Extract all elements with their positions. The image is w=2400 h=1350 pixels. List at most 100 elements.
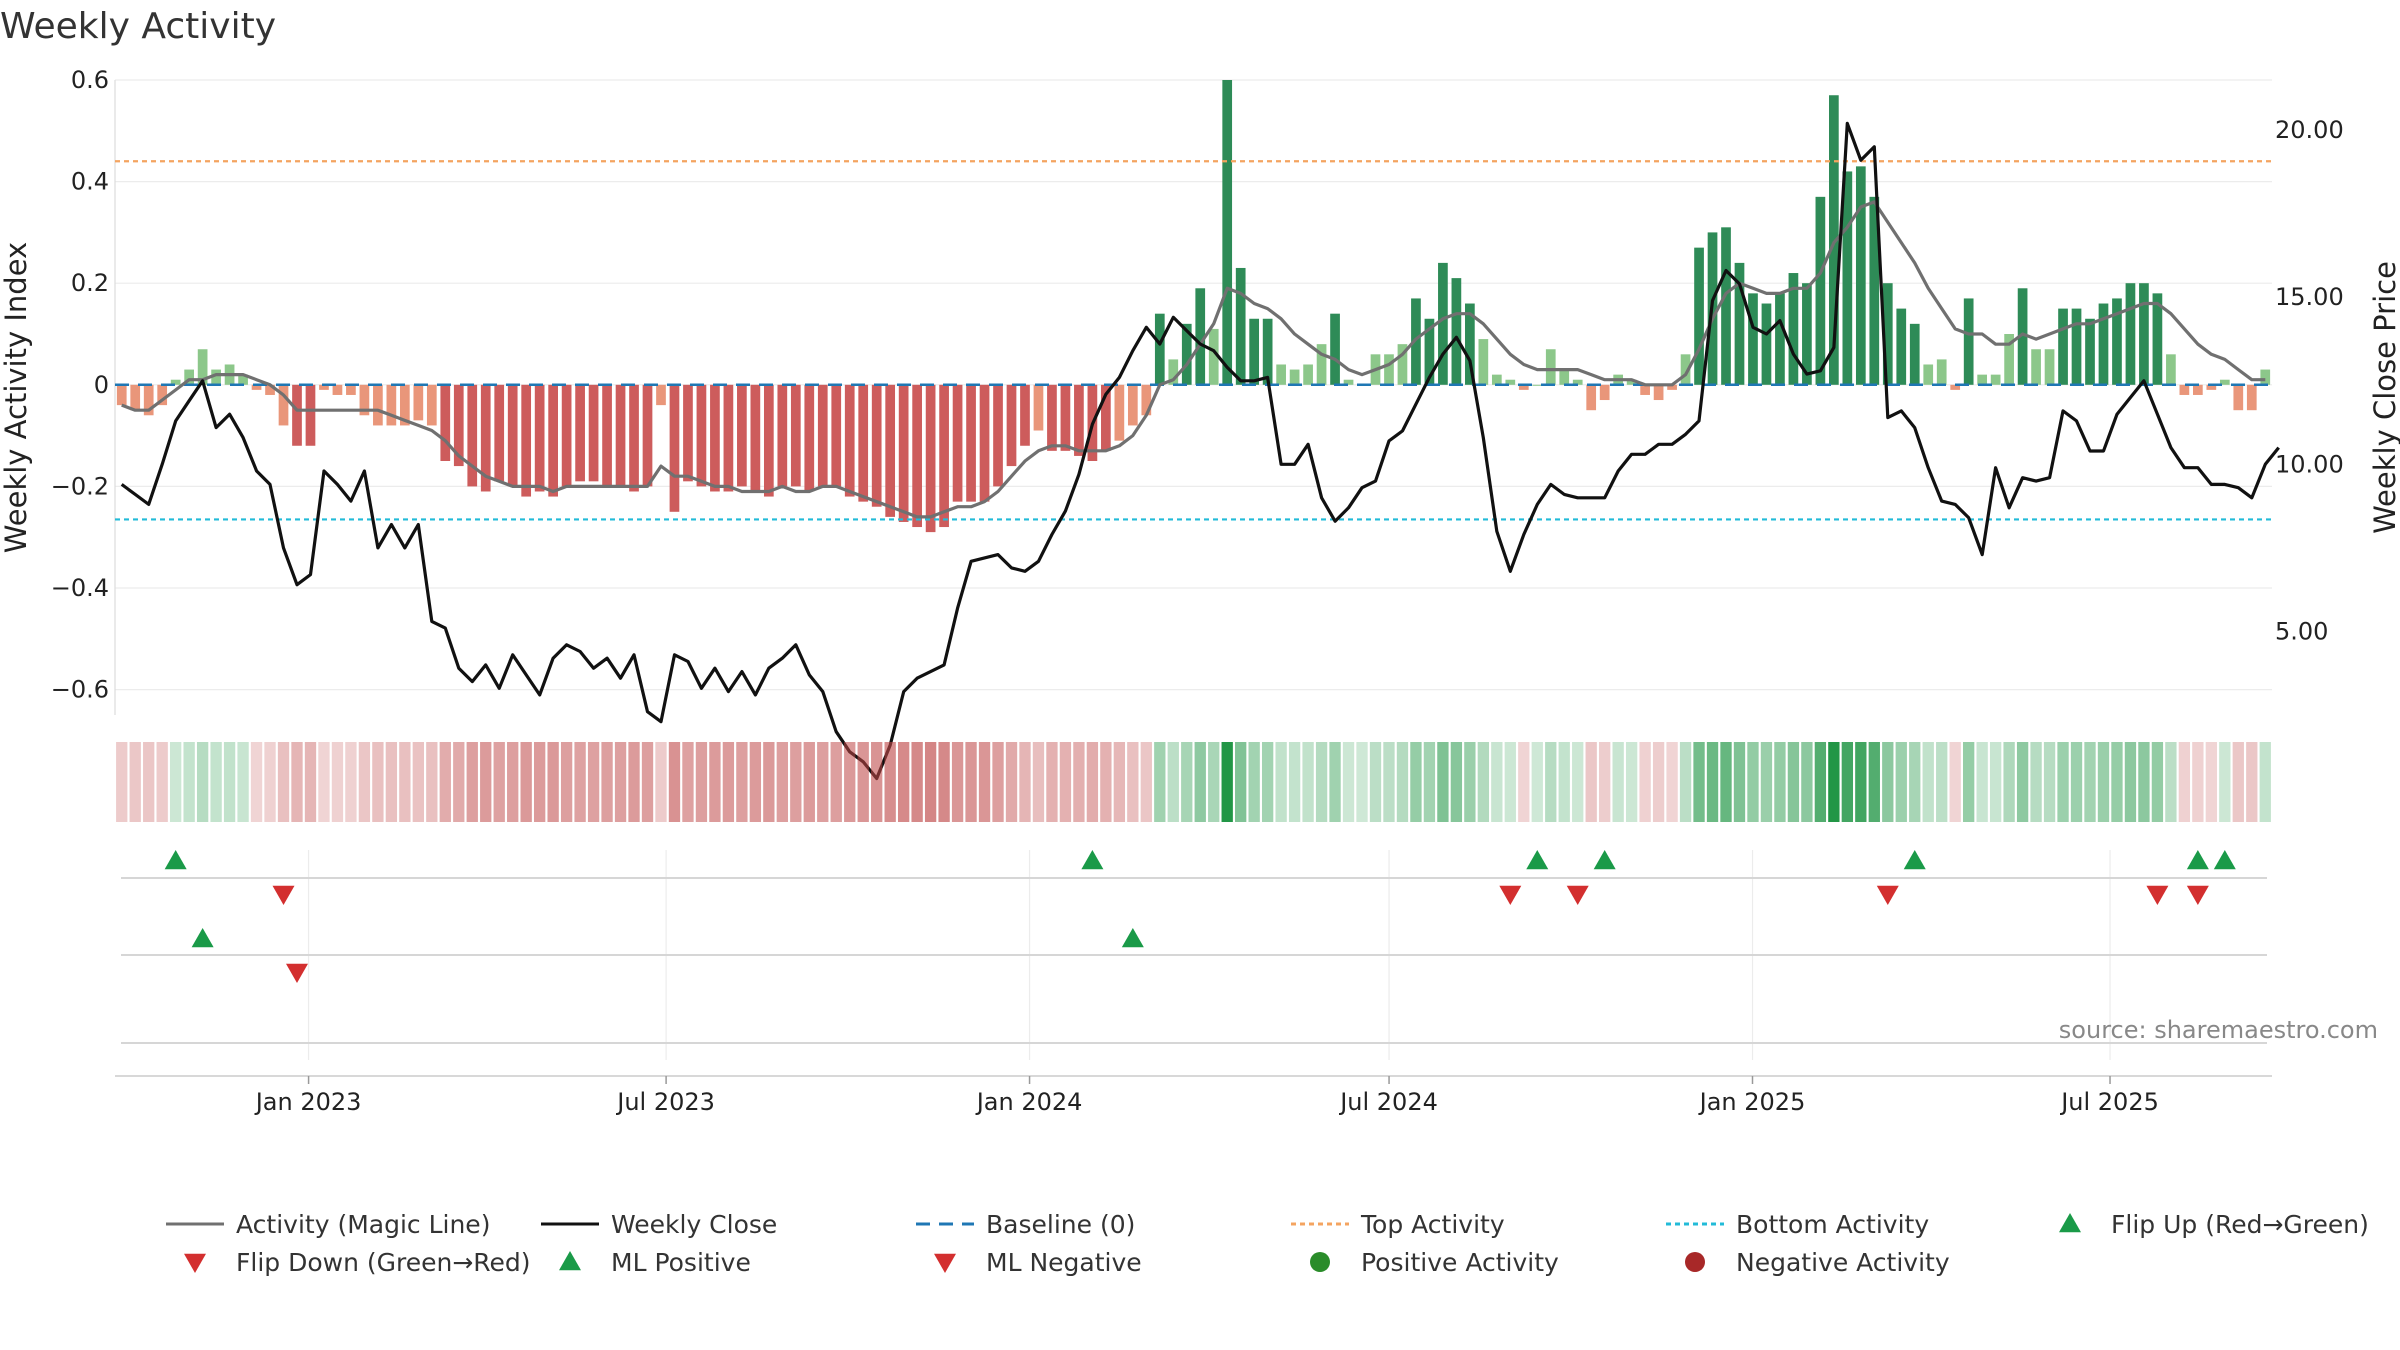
activity-bar (993, 384, 1003, 487)
activity-bar (2166, 354, 2176, 385)
activity-bar (1316, 344, 1327, 385)
legend-label: ML Negative (986, 1248, 1142, 1277)
activity-bar (2098, 303, 2109, 385)
activity-bar (2017, 288, 2028, 385)
activity-bar (1465, 303, 1475, 385)
activity-bar (1775, 293, 1785, 385)
heat-cell (1585, 742, 1597, 822)
activity-bar (885, 384, 896, 517)
activity-bar (157, 384, 168, 406)
activity-bar (2219, 379, 2230, 385)
activity-bar (1626, 379, 1637, 385)
ml-positive-marker (191, 928, 214, 948)
y-left-tick-label: −0.2 (51, 472, 109, 500)
heat-cell (1733, 742, 1746, 822)
activity-bar (1411, 298, 1421, 385)
activity-bar (1505, 379, 1516, 385)
heat-cell (1760, 742, 1773, 822)
activity-bar (1829, 95, 1839, 385)
heat-cell (2138, 742, 2150, 822)
activity-bar (1532, 384, 1543, 386)
heat-cell (1127, 742, 1139, 822)
activity-bar (790, 384, 801, 487)
heat-cell (2151, 742, 2164, 822)
heat-cell (2124, 742, 2137, 822)
activity-bar (2179, 384, 2190, 395)
activity-bar (2044, 349, 2055, 385)
activity-bar (1074, 384, 1084, 456)
heat-cell (466, 742, 478, 822)
heat-cell (1491, 742, 1503, 822)
activity-bar (898, 384, 909, 522)
activity-bar (1721, 227, 1731, 385)
activity-bar (373, 384, 383, 426)
activity-bar (1734, 262, 1745, 385)
legend-item: Flip Up (Red→Green) (2059, 1210, 2369, 1239)
activity-bar (750, 384, 761, 492)
heat-cell (170, 742, 182, 822)
activity-bar (1020, 384, 1030, 446)
activity-bar (1545, 349, 1556, 385)
activity-bar (656, 384, 666, 406)
heat-cell (210, 742, 222, 822)
activity-bar (1963, 298, 1974, 385)
activity-bar (292, 384, 302, 446)
heat-cell (1882, 742, 1894, 822)
magic-line-series (121, 200, 2266, 519)
activity-bar (1990, 374, 2001, 385)
activity-bar (1397, 344, 1408, 385)
heat-cell (2084, 742, 2096, 822)
heat-cell (2030, 742, 2042, 822)
activity-bar (763, 384, 774, 497)
heat-cell (1504, 742, 1516, 822)
heat-cell (614, 742, 627, 822)
legend-swatch-triangle (934, 1253, 956, 1273)
activity-bar (1047, 384, 1057, 451)
heat-cell (533, 742, 546, 822)
heat-cell (277, 742, 290, 822)
heat-cell (709, 742, 721, 822)
heat-cell (682, 742, 694, 822)
x-tick-label: Jul 2024 (1338, 1088, 1438, 1116)
x-tick-label: Jul 2023 (615, 1088, 715, 1116)
activity-bar (534, 384, 545, 492)
heat-cell (1625, 742, 1638, 822)
activity-bar (1559, 369, 1570, 385)
activity-bar (1599, 384, 1610, 401)
legend-item: Top Activity (1291, 1210, 1505, 1239)
y-left-tick-label: 0.6 (71, 66, 109, 94)
heat-cell (1275, 742, 1287, 822)
legend-swatch-dot (1685, 1252, 1705, 1272)
heat-cell (1774, 742, 1786, 822)
activity-bar (130, 384, 141, 411)
heat-cell (1140, 742, 1152, 822)
flip-up-marker (2213, 850, 2236, 870)
activity-bar (1882, 283, 1893, 385)
activity-bar (2246, 384, 2257, 411)
heat-cell (116, 742, 128, 822)
activity-bar (1667, 384, 1677, 390)
activity-bar (332, 384, 343, 395)
activity-bar (2071, 308, 2082, 385)
flip-up-marker (1526, 850, 1549, 870)
activity-bar (238, 374, 248, 385)
heat-cell (1814, 742, 1827, 822)
legend-item: ML Negative (934, 1248, 1142, 1277)
heat-cell (1801, 742, 1813, 822)
activity-bar (2058, 308, 2068, 385)
activity-bar (480, 384, 491, 492)
heat-cell (695, 742, 708, 822)
legend-item: Flip Down (Green→Red) (184, 1248, 531, 1277)
activity-bar (386, 384, 397, 426)
heat-cell (1720, 742, 1732, 822)
heat-cell (1315, 742, 1328, 822)
x-tick-label: Jul 2025 (2059, 1088, 2159, 1116)
y-right-tick-label: 20.00 (2275, 116, 2344, 144)
heat-cell (965, 742, 977, 822)
heat-cell (2219, 742, 2231, 822)
activity-bar (1006, 384, 1017, 467)
activity-bar (2206, 384, 2217, 390)
activity-bar (939, 384, 949, 528)
heat-cell (1747, 742, 1759, 822)
activity-bar (696, 384, 707, 487)
